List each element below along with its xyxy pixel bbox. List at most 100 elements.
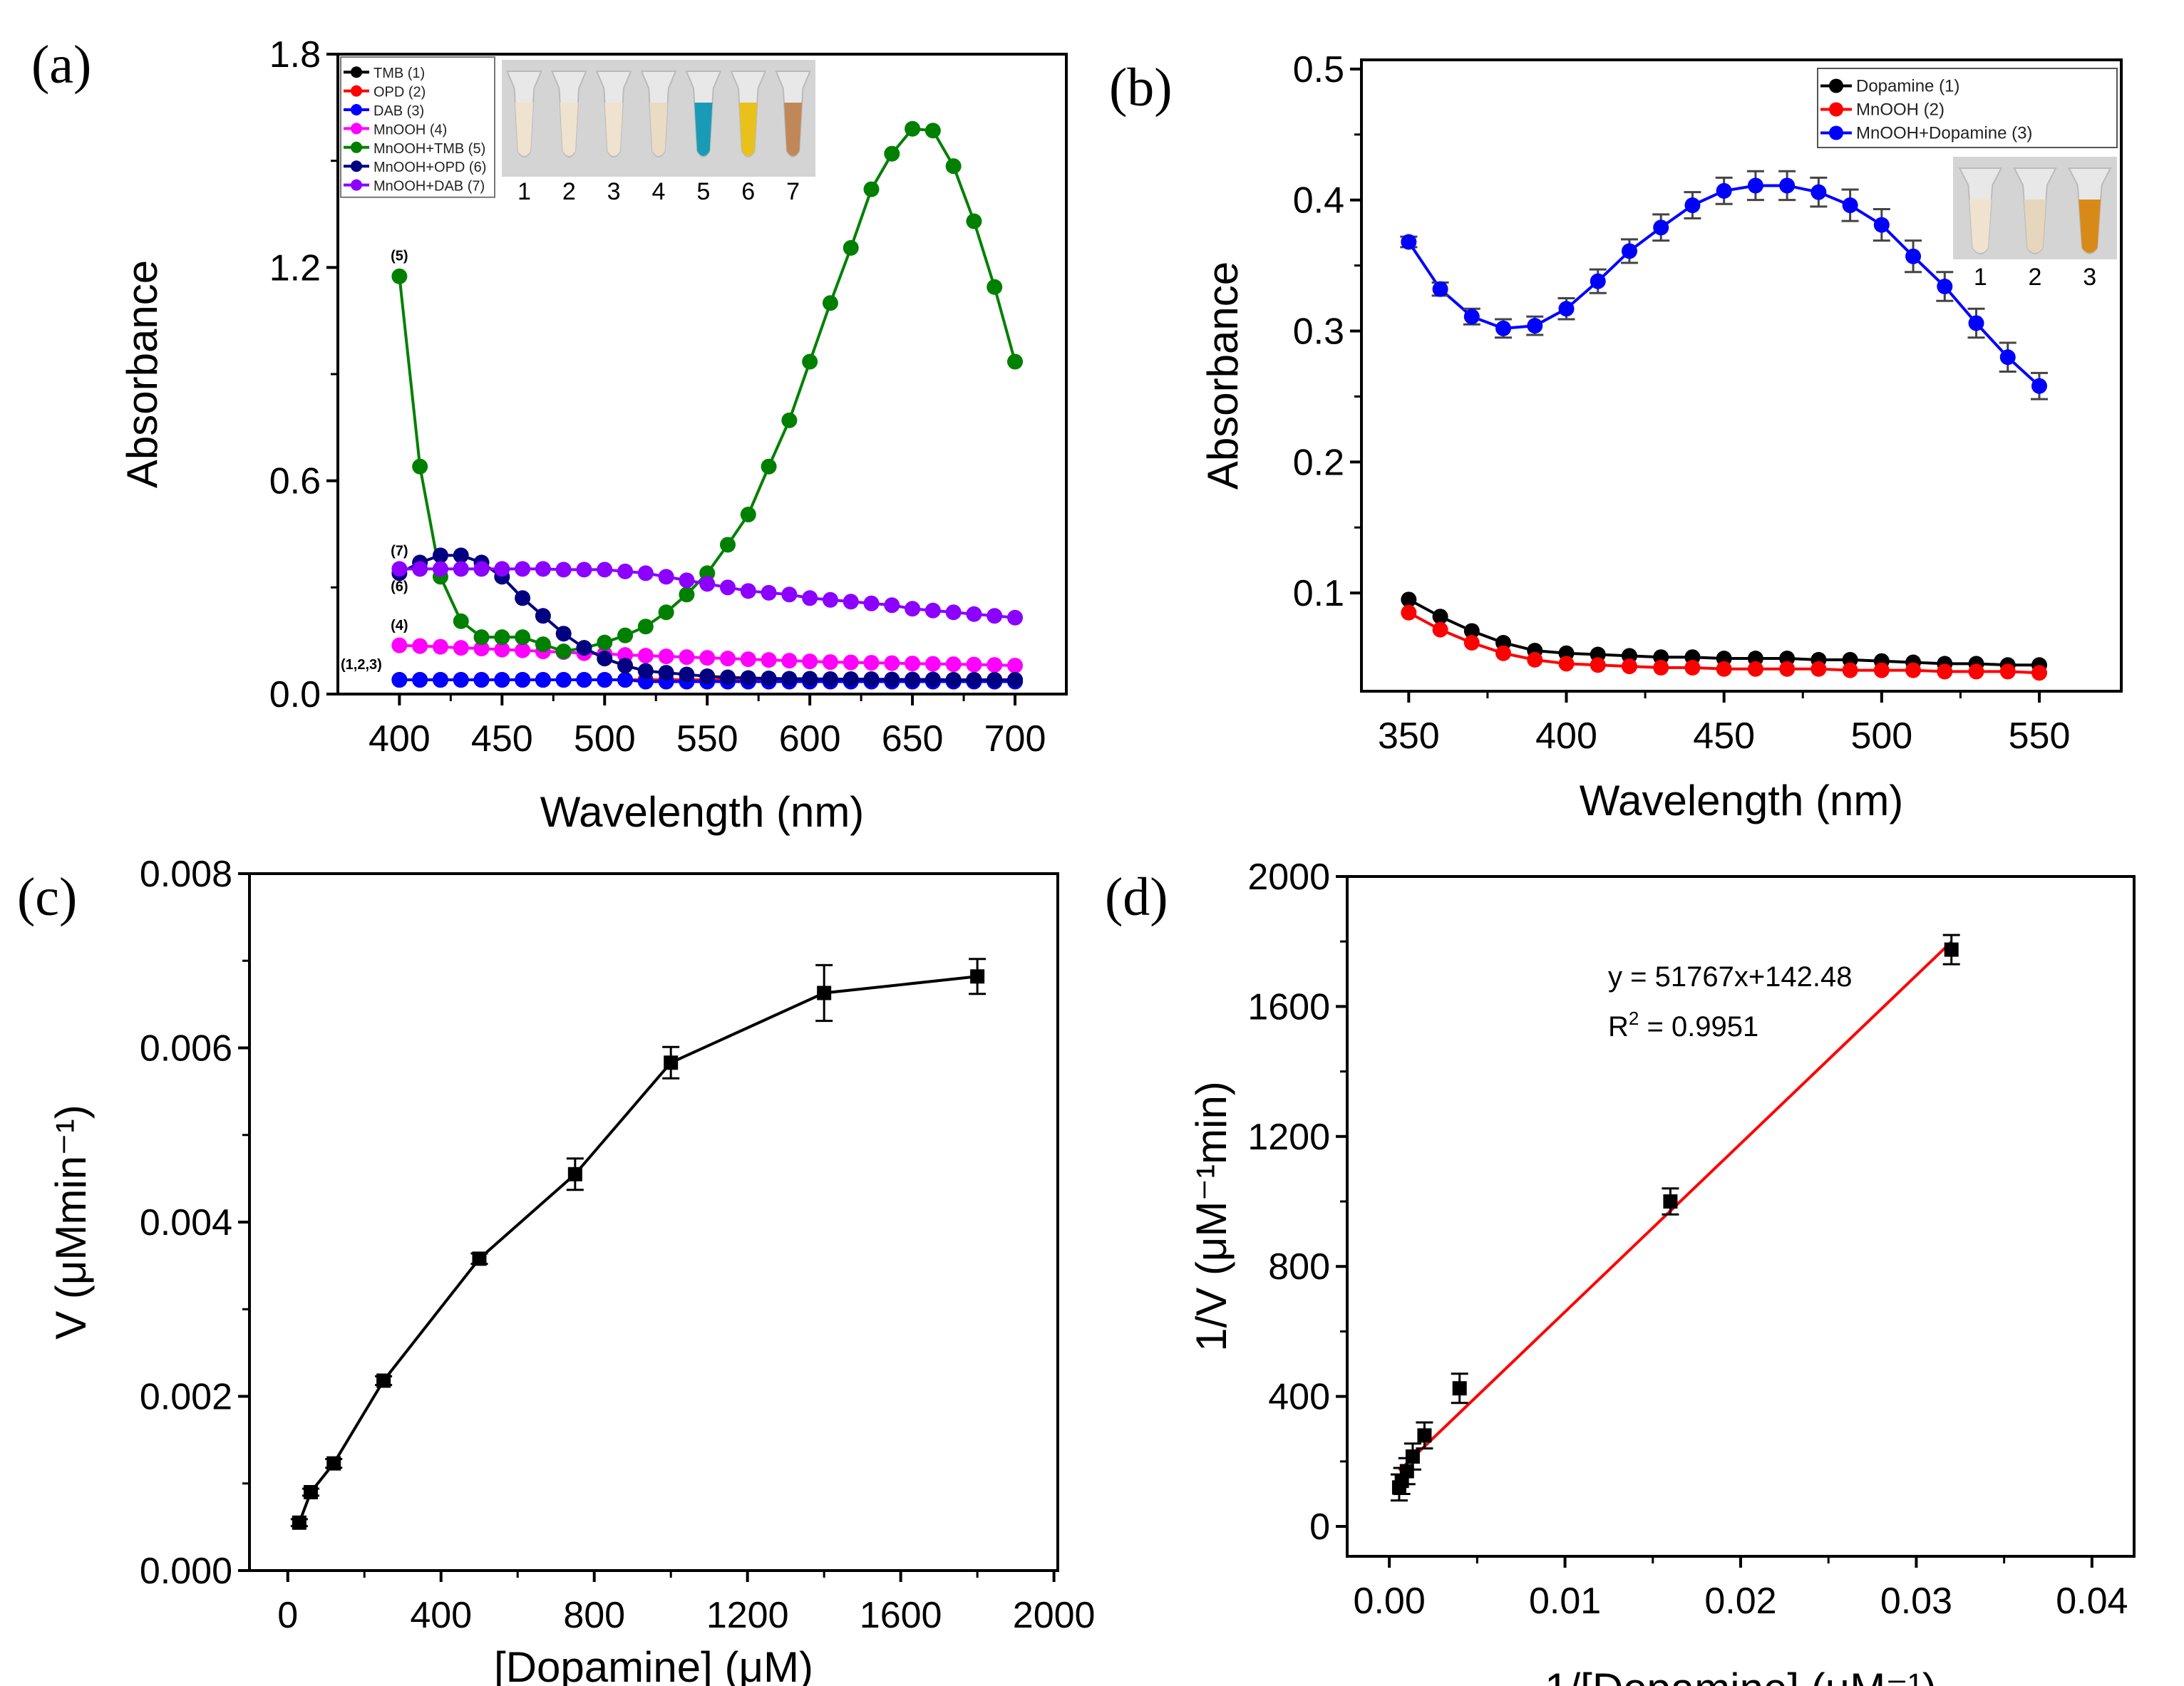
tube-liquid	[2024, 200, 2046, 253]
data-point	[945, 656, 962, 673]
data-point	[453, 561, 469, 577]
data-point	[617, 672, 634, 688]
data-point	[1873, 217, 1890, 233]
data-point	[719, 537, 736, 553]
data-point	[761, 584, 777, 601]
data-point	[905, 671, 921, 688]
panel-label: (d)	[1105, 867, 1168, 927]
data-point	[391, 672, 408, 688]
curve-annotation: (4)	[391, 618, 408, 633]
data-point	[1621, 658, 1637, 675]
data-point	[1401, 591, 1417, 608]
data-point	[843, 671, 859, 688]
data-point	[535, 561, 551, 577]
data-point	[781, 671, 798, 687]
legend-label: MnOOH+TMB (5)	[374, 141, 485, 157]
tube-liquid	[2079, 200, 2101, 253]
data-point	[740, 583, 756, 599]
series-2	[1401, 604, 2047, 681]
data-point	[863, 671, 880, 688]
data-point	[535, 608, 551, 624]
data-point	[326, 1456, 341, 1471]
data-point	[679, 572, 695, 589]
x-tick-label: 400	[369, 718, 431, 760]
data-point	[637, 648, 654, 664]
tube-liquid	[649, 103, 668, 156]
data-point	[1527, 651, 1543, 668]
data-point	[391, 561, 408, 577]
data-point	[781, 586, 798, 603]
data-point	[679, 586, 695, 603]
data-point	[1405, 1449, 1420, 1464]
data-point	[555, 626, 572, 642]
tube-liquid	[1969, 200, 1992, 253]
data-point	[945, 158, 962, 175]
x-tick-label: 650	[882, 718, 944, 760]
panel-label: (c)	[17, 867, 77, 927]
y-tick-label: 0.004	[140, 1202, 232, 1243]
legend-marker	[1829, 78, 1843, 93]
data-point	[555, 643, 572, 660]
data-point	[453, 613, 469, 629]
x-tick-label: 700	[984, 718, 1046, 760]
tube-liquid	[784, 103, 803, 156]
data-point	[376, 1373, 391, 1388]
data-point	[637, 565, 654, 581]
y-tick-label: 1200	[1247, 1117, 1330, 1158]
legend-label: MnOOH (4)	[374, 122, 447, 138]
data-point	[884, 597, 900, 614]
data-point	[1779, 661, 1796, 677]
series-1	[1401, 591, 2047, 673]
data-point	[1463, 634, 1480, 651]
x-tick-label: 0.03	[1880, 1581, 1952, 1622]
x-tick-label: 450	[1693, 715, 1755, 757]
data-point	[1968, 663, 1984, 680]
y-tick-label: 0.0	[269, 674, 321, 715]
x-tick-label: 450	[471, 718, 533, 760]
legend-label: MnOOH+DAB (7)	[374, 179, 485, 195]
data-point	[1684, 659, 1701, 676]
data-point	[637, 663, 654, 679]
data-point	[781, 653, 798, 669]
data-point	[1007, 353, 1024, 370]
curve-annotation: (5)	[391, 248, 408, 264]
data-point	[1621, 243, 1637, 259]
data-point	[945, 604, 962, 621]
data-point	[1590, 273, 1606, 289]
tube-liquid	[560, 103, 578, 156]
data-point	[679, 649, 695, 666]
data-point	[473, 672, 490, 688]
data-point	[494, 641, 510, 658]
data-point	[1937, 663, 1953, 680]
data-point	[924, 656, 941, 672]
legend-label: OPD (2)	[374, 85, 426, 100]
data-point	[515, 629, 531, 646]
tube-label: 1	[1974, 264, 1987, 291]
data-point	[1007, 658, 1024, 674]
x-tick-label: 2000	[1013, 1595, 1096, 1636]
data-point	[617, 563, 634, 579]
data-point	[658, 648, 674, 665]
data-point	[1842, 197, 1858, 214]
tube-label: 2	[562, 178, 576, 205]
legend-marker	[351, 179, 362, 191]
data-point	[292, 1515, 307, 1530]
inset-photo: 1 2 3	[1953, 157, 2117, 291]
data-point	[303, 1484, 318, 1499]
plot-frame	[248, 872, 1059, 1572]
data-point	[761, 671, 777, 687]
data-point	[924, 602, 941, 619]
data-point	[966, 606, 982, 622]
data-point	[1999, 663, 2016, 680]
data-point	[555, 672, 572, 688]
data-point	[567, 1167, 582, 1181]
x-tick-label: 400	[410, 1595, 472, 1636]
x-tick-label: 1600	[860, 1595, 942, 1636]
legend-label: DAB (3)	[374, 103, 424, 119]
legend-marker	[351, 85, 362, 97]
data-point	[966, 656, 982, 673]
data-point	[432, 547, 448, 564]
data-point	[1968, 315, 1984, 331]
data-point	[1653, 659, 1669, 676]
data-point	[1747, 661, 1763, 677]
